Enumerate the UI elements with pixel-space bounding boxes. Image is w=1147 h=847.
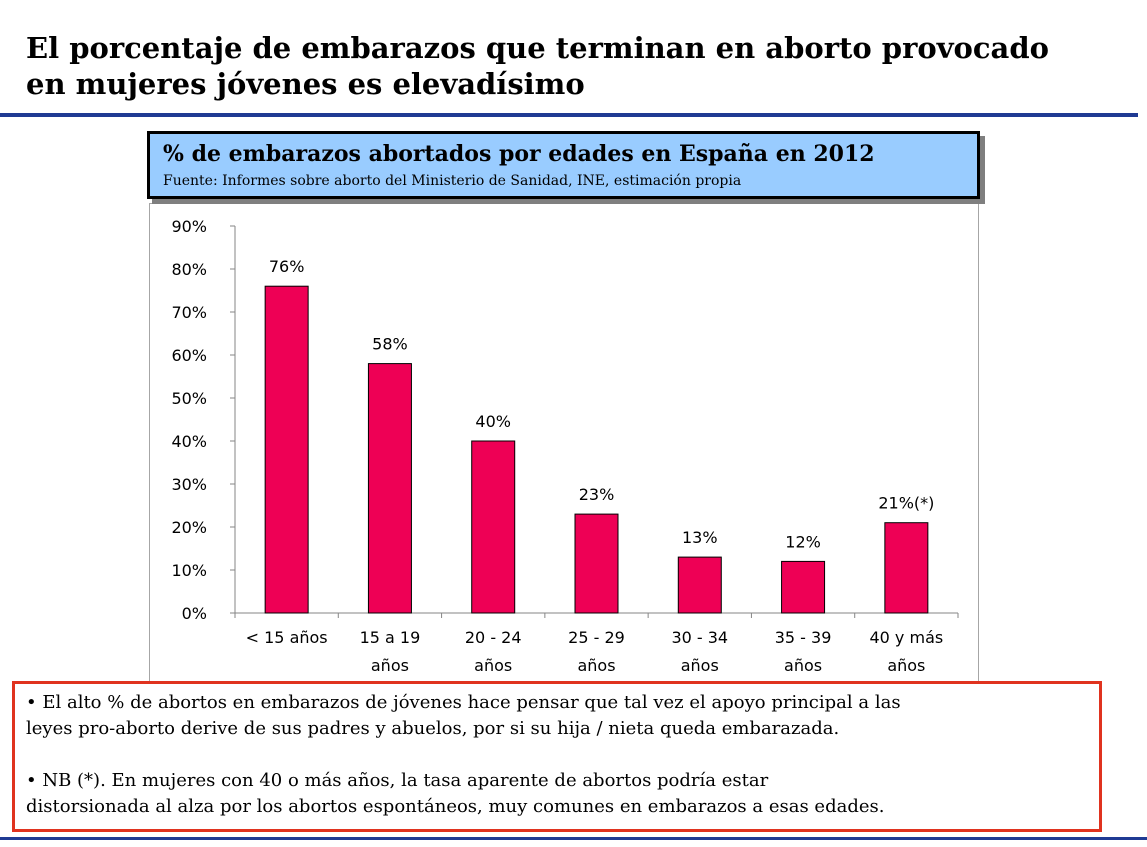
y-tick-label: 70% [171, 303, 207, 322]
note-paragraph-1: • El alto % de abortos en embarazos de j… [26, 692, 901, 739]
y-tick-label: 20% [171, 518, 207, 537]
bar [264, 285, 309, 614]
y-tick-label: 90% [171, 217, 207, 236]
data-label: 58% [372, 335, 408, 354]
bottom-divider [0, 837, 1147, 840]
x-tick-label: 25 - 29 [568, 628, 625, 647]
y-tick-label: 40% [171, 432, 207, 451]
y-tick-label: 50% [171, 389, 207, 408]
x-tick-label: 40 y más [869, 628, 943, 647]
y-tick-label: 80% [171, 260, 207, 279]
data-label: 76% [269, 257, 305, 276]
bar [367, 363, 412, 614]
bar [884, 522, 929, 614]
y-tick-label: 10% [171, 561, 207, 580]
y-tick-label: 60% [171, 346, 207, 365]
y-tick-label: 0% [182, 604, 207, 623]
x-tick-label: años [371, 656, 409, 675]
x-tick-label: años [681, 656, 719, 675]
data-label: 12% [785, 532, 821, 551]
y-tick-label: 30% [171, 475, 207, 494]
chart-header: % de embarazos abortados por edades en E… [147, 131, 980, 199]
slide-title-line-1: El porcentaje de embarazos que terminan … [26, 31, 1049, 65]
bar [781, 560, 826, 614]
data-label: 21%(*) [878, 494, 934, 513]
chart-source: Fuente: Informes sobre aborto del Minist… [163, 173, 742, 189]
x-tick-label: < 15 años [246, 628, 328, 647]
bar-chart: 0% 10% 20% 30% 40% 50% 60% 70% 80% 90% 76% < 15 año… [171, 217, 959, 675]
x-tick-label: años [474, 656, 512, 675]
data-label: 23% [579, 485, 615, 504]
x-tick-label: años [887, 656, 925, 675]
notes-box: • El alto % de abortos en embarazos de j… [12, 681, 1102, 832]
x-tick-label: 15 a 19 [360, 628, 421, 647]
chart-title: % de embarazos abortados por edades en E… [163, 141, 875, 167]
chart-area: 0% 10% 20% 30% 40% 50% 60% 70% 80% 90% 76% < 15 año… [149, 203, 979, 683]
data-label: 13% [682, 528, 718, 547]
bar [677, 556, 722, 614]
bar [574, 513, 619, 614]
top-divider [0, 113, 1138, 117]
note-spacer [26, 742, 1099, 768]
slide-title: El porcentaje de embarazos que terminan … [26, 30, 1126, 102]
x-tick-label: 35 - 39 [775, 628, 832, 647]
note-paragraph-2: • NB (*). En mujeres con 40 o más años, … [26, 770, 885, 817]
x-tick-label: años [577, 656, 615, 675]
x-tick-label: 20 - 24 [465, 628, 522, 647]
slide-title-line-2: en mujeres jóvenes es elevadísimo [26, 67, 585, 101]
x-tick-label: años [784, 656, 822, 675]
x-tick-label: 30 - 34 [671, 628, 728, 647]
bar [471, 440, 516, 614]
data-label: 40% [475, 412, 511, 431]
